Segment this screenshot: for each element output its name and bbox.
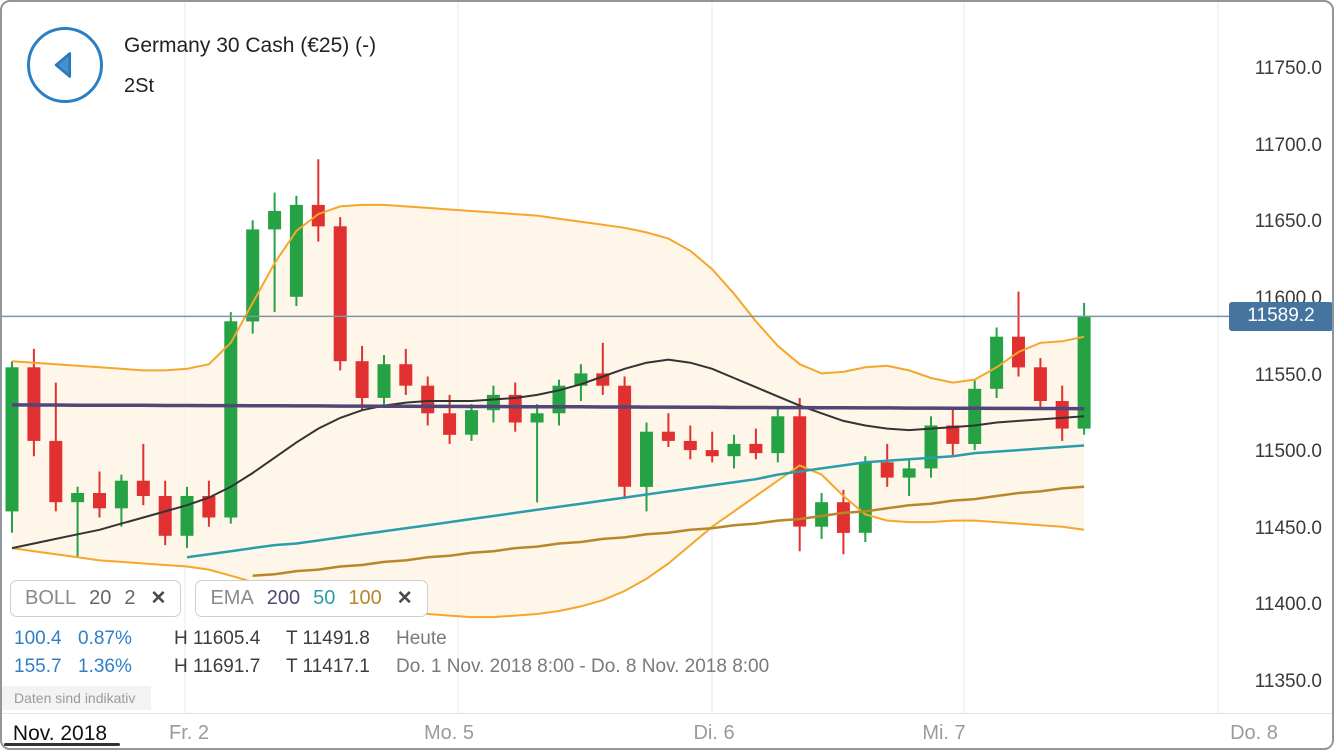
back-arrow-icon (54, 52, 72, 78)
title-block: Germany 30 Cash (€25) (-) 2St (124, 27, 376, 98)
price-axis-label: 11550.0 (1254, 364, 1322, 386)
stats-row-today: 100.4 0.87% H 11605.4 T 11491.8 Heute (14, 625, 769, 653)
instrument-title: Germany 30 Cash (€25) (-) (124, 34, 377, 57)
timeline-scrollbar[interactable] (4, 743, 120, 746)
ema-200-line (11, 403, 1085, 411)
current-price-tag: 11589.2 (1229, 301, 1332, 331)
today-low: T 11491.8 (286, 628, 370, 649)
stats-row-range: 155.7 1.36% H 11691.7 T 11417.1 Do. 1 No… (14, 653, 769, 681)
disclaimer-text: Daten sind indikativ (2, 686, 152, 710)
bollinger-lower-line (11, 464, 1085, 619)
ema-indicator-chip[interactable]: EMA 200 50 100 ✕ (195, 580, 428, 617)
range-high: H 11691.7 (174, 656, 261, 677)
back-button[interactable] (27, 27, 103, 103)
boll-remove-icon[interactable]: ✕ (150, 588, 167, 609)
ema-period-100: 100 (348, 587, 382, 609)
ema-100-line (252, 485, 1085, 577)
today-change-percent: 0.87% (78, 628, 132, 649)
boll-period-param: 20 (89, 587, 112, 609)
ema-label: EMA (210, 587, 254, 609)
bollinger-upper-line (11, 203, 1085, 384)
time-axis-label: Nov. 2018 (12, 722, 108, 745)
boll-indicator-chip[interactable]: BOLL 20 2 ✕ (10, 580, 182, 617)
ema-remove-icon[interactable]: ✕ (396, 588, 413, 609)
price-axis-label: 11650.0 (1254, 211, 1322, 233)
ema-50-line (186, 444, 1085, 559)
price-axis-label: 11500.0 (1254, 441, 1322, 463)
time-axis-label: Do. 8 (1230, 722, 1278, 744)
boll-deviation-param: 2 (124, 587, 136, 609)
timeframe-label: 2St (124, 75, 155, 97)
price-axis-label: 11750.0 (1254, 58, 1322, 79)
ema-period-200: 200 (266, 587, 301, 609)
header: Germany 30 Cash (€25) (-) 2St (27, 27, 376, 103)
range-change-percent: 1.36% (78, 656, 132, 677)
bollinger-band-fill (12, 204, 1085, 618)
range-low: T 11417.1 (286, 656, 370, 677)
today-change-value: 100.4 (14, 628, 62, 649)
stats-panel: 100.4 0.87% H 11605.4 T 11491.8 Heute 15… (14, 625, 769, 681)
today-period-label: Heute (396, 628, 447, 649)
price-axis-label: 11450.0 (1254, 517, 1322, 539)
time-axis[interactable]: Nov. 2018 Fr. 2 Mo. 5 Di. 6 Mi. 7 Do. 8 (2, 713, 1332, 748)
time-axis-label: Mi. 7 (922, 722, 966, 744)
range-change-value: 155.7 (14, 656, 62, 677)
price-axis-label: 11400.0 (1254, 594, 1322, 616)
time-axis-label: Fr. 2 (168, 722, 210, 744)
price-axis-label: 11700.0 (1254, 134, 1322, 156)
price-axis[interactable]: 11750.0 11700.0 11650.0 11600.0 11550.0 11500… (1220, 2, 1332, 713)
boll-label: BOLL (25, 587, 77, 609)
price-axis-label: 11350.0 (1254, 671, 1322, 692)
time-axis-label: Di. 6 (693, 722, 735, 744)
ema-period-50: 50 (313, 587, 336, 609)
range-period-label: Do. 1 Nov. 2018 8:00 - Do. 8 Nov. 2018 8… (396, 656, 770, 677)
candlesticks (5, 159, 1091, 558)
today-high: H 11605.4 (174, 628, 261, 649)
bollinger-mid-line (11, 358, 1085, 550)
time-axis-label: Mo. 5 (423, 722, 475, 744)
indicator-chips: BOLL 20 2 ✕ EMA 200 50 100 ✕ (10, 580, 428, 617)
